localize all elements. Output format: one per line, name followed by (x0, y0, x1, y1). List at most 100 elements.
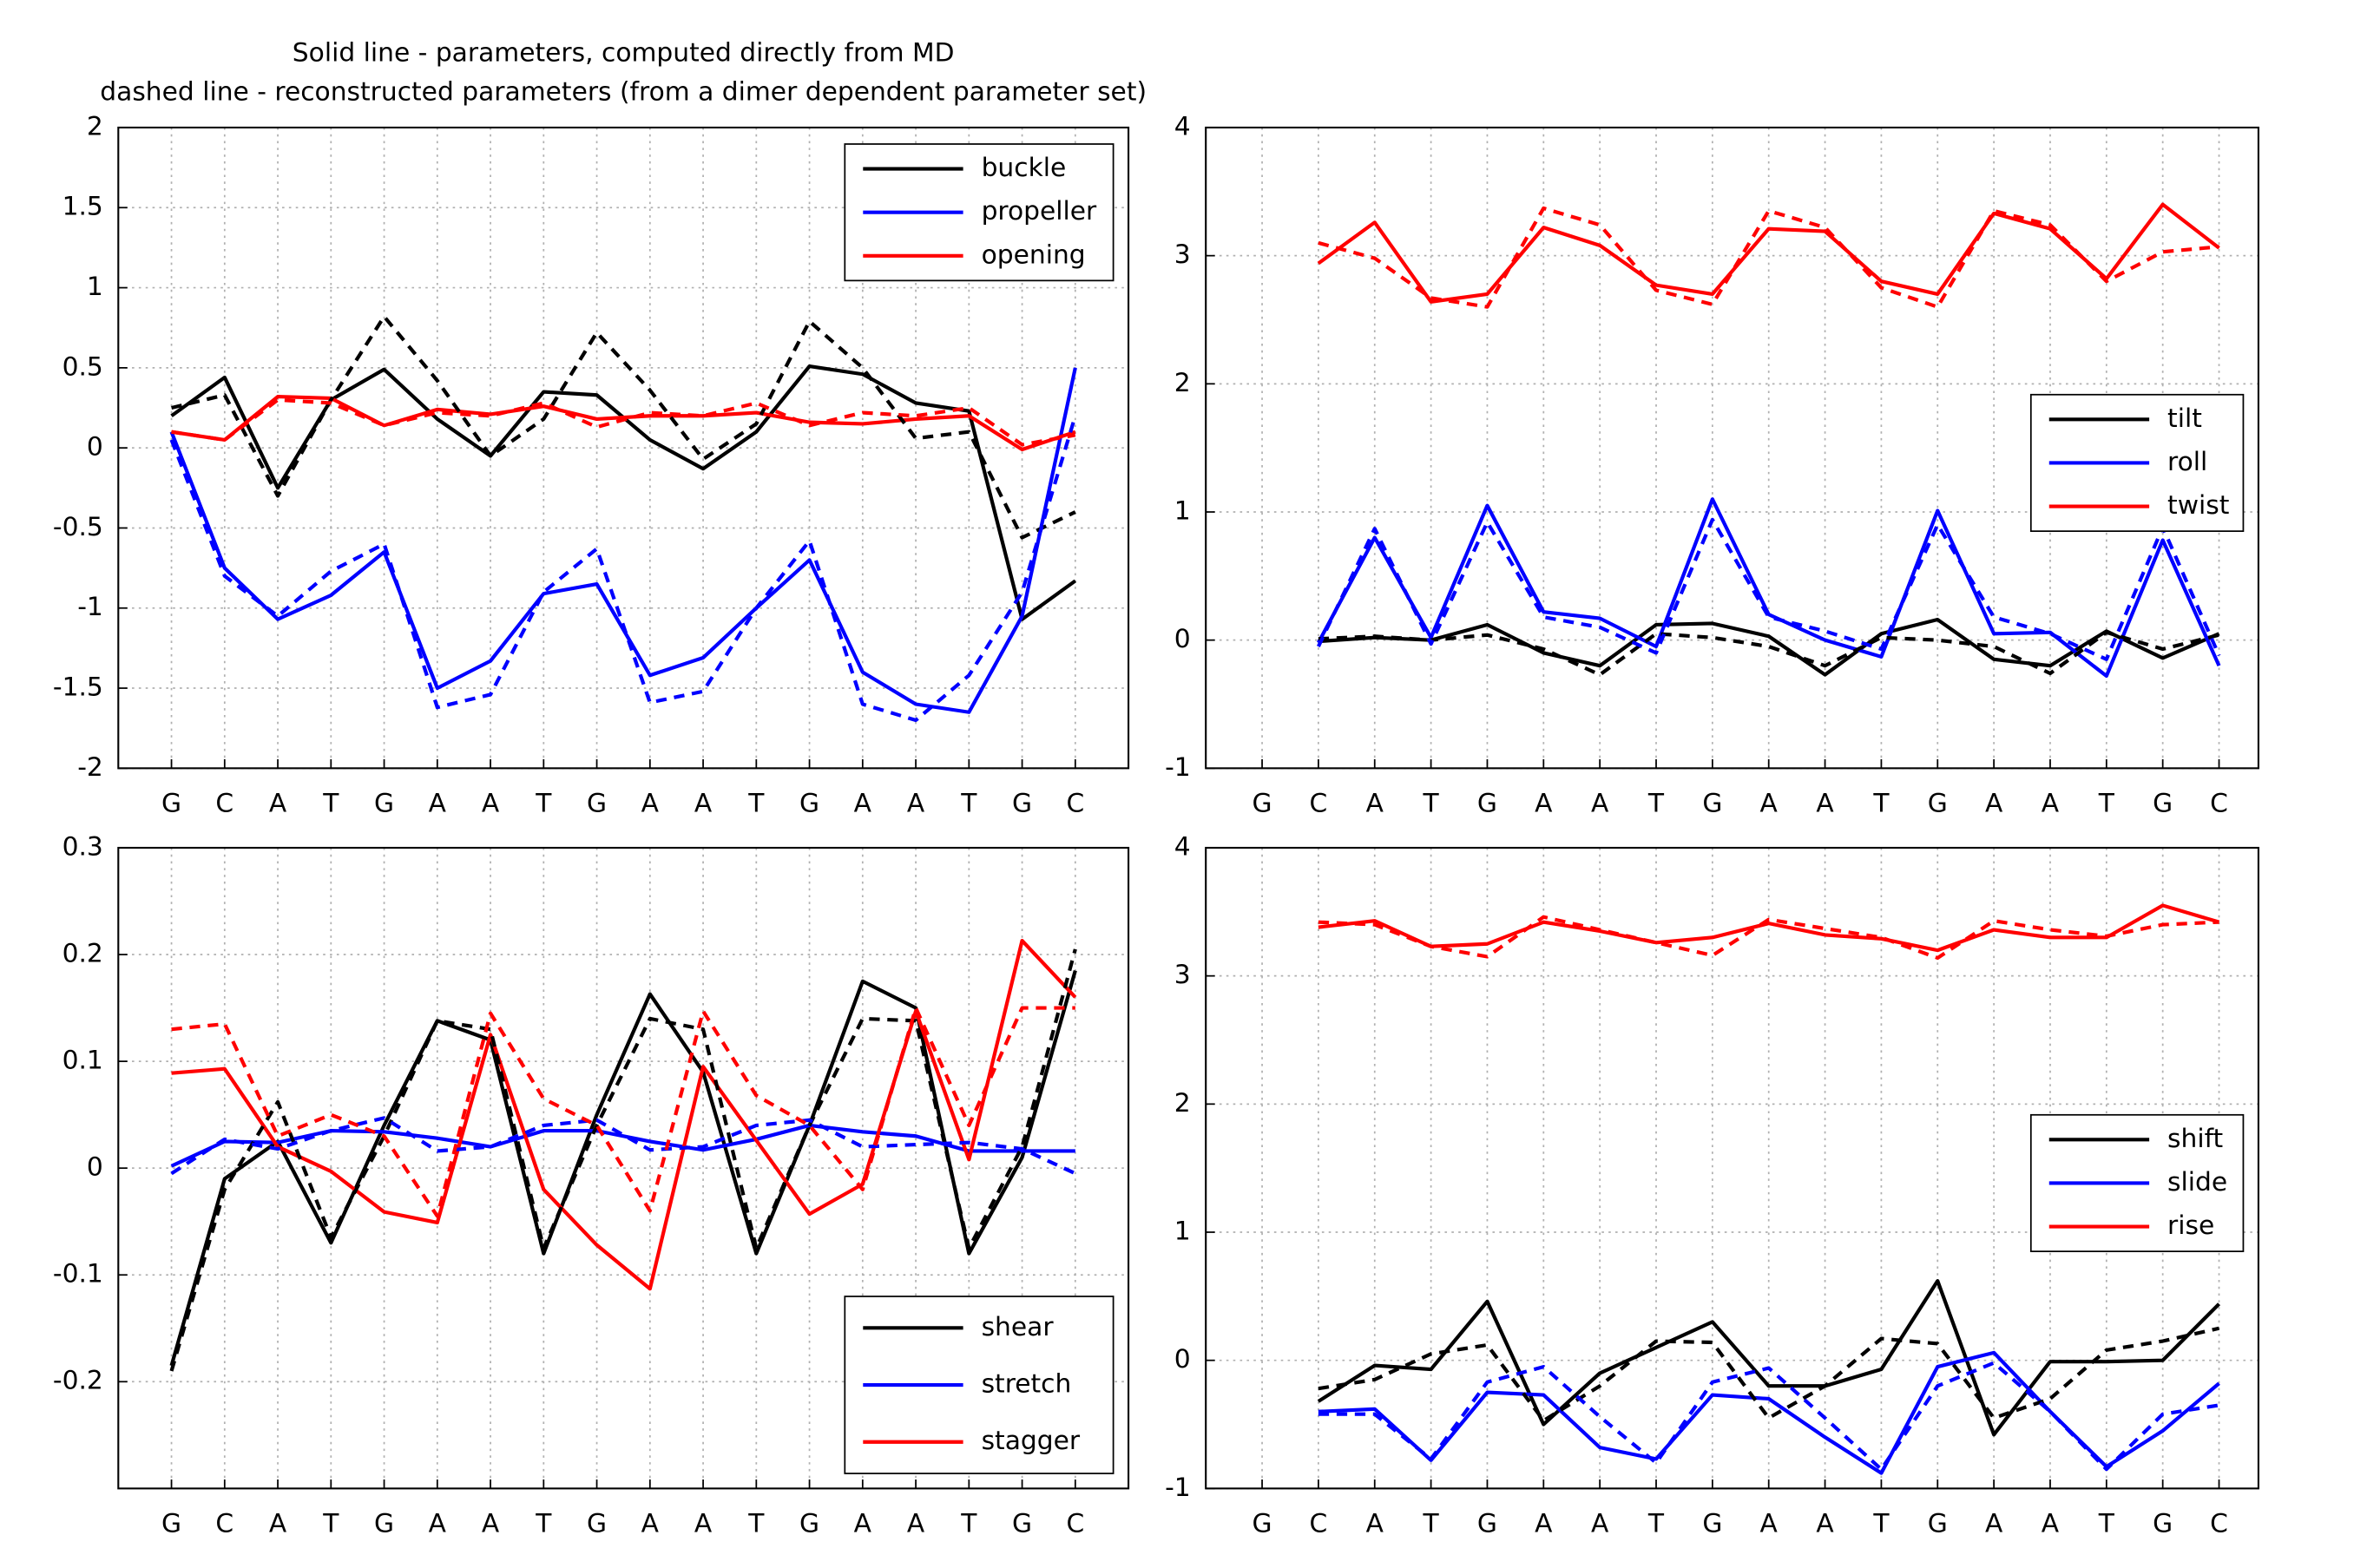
x-tick-label: C (1310, 1508, 1328, 1538)
y-tick-label: 3 (1174, 960, 1191, 989)
x-tick-label: A (1591, 788, 1608, 817)
x-tick-label: T (1647, 788, 1665, 817)
dashed-line (170, 1116, 1076, 1176)
x-tick-label: A (1366, 788, 1384, 817)
y-tick-label: 3 (1174, 239, 1191, 269)
x-tick-label: A (269, 1508, 286, 1538)
solid-line (169, 969, 1077, 1367)
y-tick-label: 1 (1174, 496, 1191, 526)
x-tick-label: T (747, 1508, 765, 1538)
x-tick-label: G (1477, 1508, 1497, 1538)
dashed-line (169, 415, 1077, 723)
solid-line (1318, 617, 2220, 677)
x-tick-label: G (1477, 788, 1497, 817)
legend-label: stretch (982, 1369, 1072, 1399)
x-tick-label: A (1985, 1508, 2002, 1538)
y-tick-label: -1 (77, 592, 103, 621)
x-tick-label: G (587, 1508, 607, 1538)
legend-label: tilt (2167, 403, 2202, 433)
x-tick-label: G (2153, 788, 2173, 817)
x-tick-label: T (1647, 1508, 1665, 1538)
x-tick-label: A (482, 1508, 499, 1538)
x-tick-label: G (799, 788, 819, 817)
x-tick-label: T (1872, 1508, 1890, 1538)
solid-line (1318, 903, 2220, 953)
y-tick-label: 4 (1174, 832, 1191, 862)
x-tick-label: A (641, 1508, 659, 1538)
y-tick-label: 0.3 (62, 832, 103, 862)
y-tick-label: 1 (1174, 1217, 1191, 1246)
x-tick-label: A (907, 1508, 924, 1538)
legend-label: twist (2167, 490, 2229, 520)
dashed-line (171, 1006, 1075, 1218)
x-tick-label: G (1253, 788, 1272, 817)
y-tick-label: 0 (1174, 624, 1191, 653)
y-tick-label: -0.5 (53, 512, 103, 541)
x-tick-label: G (1928, 1508, 1948, 1538)
x-tick-label: A (1760, 788, 1778, 817)
legend-label: rise (2167, 1210, 2214, 1240)
x-tick-label: C (1310, 788, 1328, 817)
x-tick-label: C (2210, 788, 2228, 817)
x-tick-label: T (1872, 788, 1890, 817)
dashed-line (1318, 1361, 2219, 1472)
dashed-line (1318, 1326, 2219, 1423)
axes-box (1205, 126, 2259, 770)
x-tick-label: A (2042, 1508, 2059, 1538)
x-tick-label: C (2210, 1508, 2228, 1538)
y-tick-label: -1.5 (53, 672, 103, 702)
axes-box (1205, 846, 2259, 1490)
y-tick-label: 1 (87, 272, 103, 301)
solid-line (171, 395, 1076, 452)
x-tick-label: T (960, 788, 977, 817)
y-tick-label: 2 (1174, 368, 1191, 397)
axes-box (117, 126, 1130, 770)
x-tick-label: G (161, 788, 181, 817)
y-tick-label: 0.2 (62, 939, 103, 968)
chart-subtitle: dashed line - reconstructed parameters (… (100, 77, 1147, 107)
x-tick-label: A (854, 788, 871, 817)
dashed-line (1318, 630, 2220, 677)
x-tick-label: A (1816, 788, 1833, 817)
x-tick-label: G (2153, 1508, 2173, 1538)
y-tick-label: 4 (1174, 112, 1191, 141)
x-tick-label: T (960, 1508, 977, 1538)
x-tick-label: G (799, 1508, 819, 1538)
axes-box (117, 846, 1130, 1490)
x-tick-label: T (1423, 1508, 1440, 1538)
legend-label: propeller (982, 196, 1098, 226)
legend-label: stagger (982, 1426, 1081, 1455)
x-tick-label: A (694, 1508, 712, 1538)
x-tick-label: G (1928, 788, 1948, 817)
y-tick-label: -0.2 (53, 1366, 103, 1395)
legend-label: shift (2167, 1124, 2223, 1153)
dashed-line (1318, 915, 2219, 961)
y-tick-label: -2 (77, 752, 103, 782)
chart-title: Solid line - parameters, computed direct… (293, 38, 955, 68)
x-tick-label: G (587, 788, 607, 817)
x-tick-label: G (374, 788, 394, 817)
x-tick-label: T (1423, 788, 1440, 817)
y-tick-label: 0 (87, 432, 103, 462)
x-tick-label: A (1816, 1508, 1833, 1538)
x-tick-label: T (535, 1508, 552, 1538)
y-tick-label: 0.5 (62, 351, 103, 381)
x-tick-label: G (374, 1508, 394, 1538)
legend-label: slide (2167, 1167, 2227, 1197)
x-tick-label: T (322, 788, 339, 817)
x-tick-label: A (482, 788, 499, 817)
x-tick-label: C (215, 788, 233, 817)
y-tick-label: 2 (87, 112, 103, 141)
solid-line (171, 938, 1077, 1291)
x-tick-label: A (1535, 788, 1552, 817)
x-tick-label: A (429, 1508, 446, 1538)
x-tick-label: G (1702, 1508, 1722, 1538)
x-tick-label: A (2042, 788, 2059, 817)
x-tick-label: T (2098, 788, 2115, 817)
x-tick-label: A (1985, 788, 2002, 817)
x-tick-label: A (694, 788, 712, 817)
y-tick-label: 0.1 (62, 1046, 103, 1075)
x-tick-label: A (854, 1508, 871, 1538)
x-tick-label: C (1066, 788, 1084, 817)
